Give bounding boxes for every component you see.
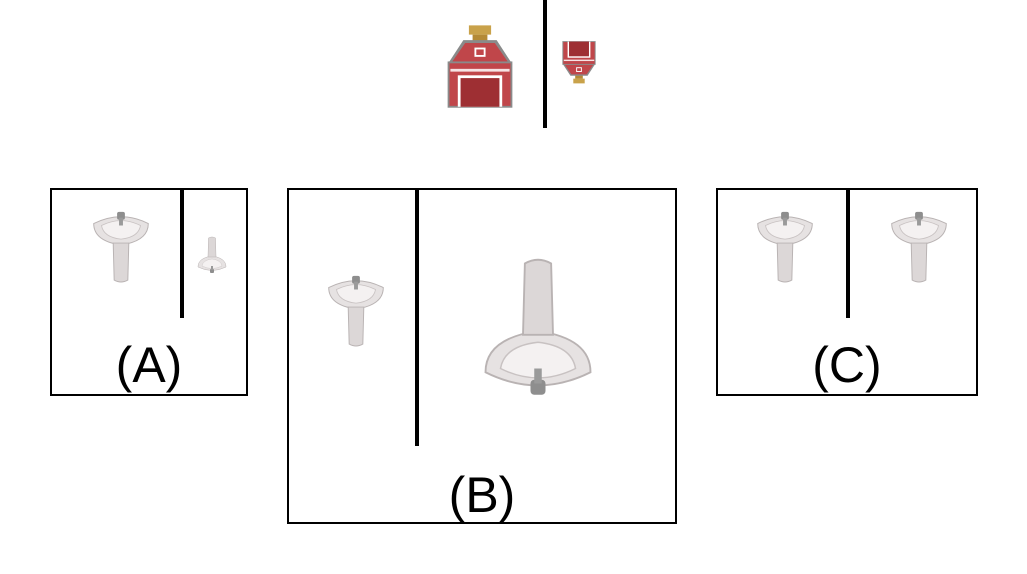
- example-left-object: [443, 24, 517, 110]
- sink-icon: [888, 206, 950, 284]
- option-a-box[interactable]: (A): [50, 188, 248, 396]
- option-a-label: (A): [52, 340, 246, 390]
- option-c-divider: [846, 190, 850, 318]
- option-c-label: (C): [718, 340, 976, 390]
- option-b-label: (B): [289, 470, 675, 520]
- option-a-divider: [180, 190, 184, 318]
- sink-icon: [325, 270, 387, 348]
- option-b-divider: [415, 190, 419, 446]
- sink-icon: [90, 206, 152, 284]
- example-right-object: [560, 40, 598, 84]
- option-c-box[interactable]: (C): [716, 188, 978, 396]
- example-divider: [543, 0, 547, 128]
- sink-large-inverted-icon: [475, 256, 601, 406]
- barn-small-inverted-icon: [560, 40, 598, 84]
- barn-icon: [443, 24, 517, 110]
- sink-icon: [754, 206, 816, 284]
- sink-small-inverted-icon: [196, 236, 228, 276]
- option-b-box[interactable]: (B): [287, 188, 677, 524]
